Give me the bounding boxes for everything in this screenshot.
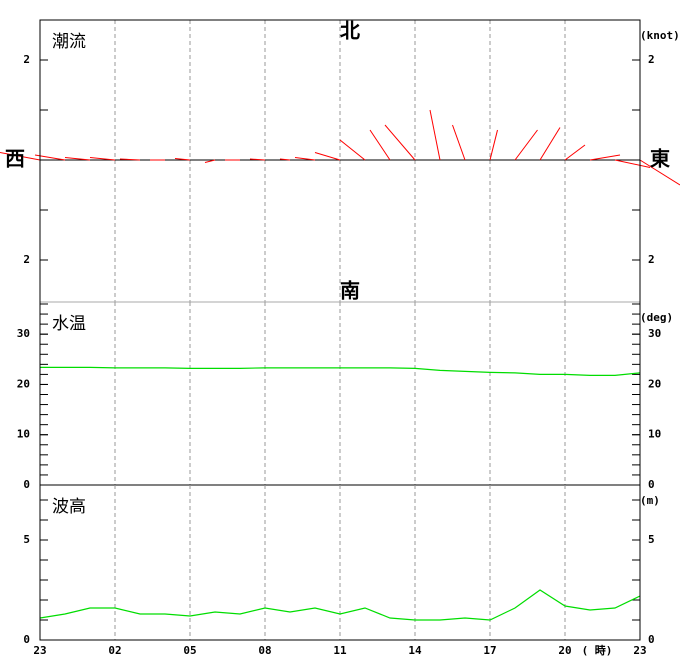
data-line [39, 589, 641, 621]
y-tick-label: 2 [23, 53, 30, 66]
current-vector [89, 157, 116, 161]
y-tick-label: 2 [648, 53, 655, 66]
current-vector [369, 129, 391, 161]
current-vector [452, 124, 466, 161]
unit-label: (deg) [640, 311, 673, 324]
panel-title: 潮流 [52, 32, 86, 52]
x-tick-label: 02 [108, 644, 121, 657]
x-tick-label: 20 [558, 644, 571, 657]
x-tick-label: 11 [333, 644, 347, 657]
panel-title: 波高 [52, 497, 86, 517]
y-tick-label: 2 [648, 253, 655, 266]
direction-east: 東 [650, 147, 670, 171]
current-vector [249, 158, 266, 161]
current-vector [64, 157, 91, 161]
unit-label: (m) [640, 494, 660, 507]
y-tick-label: 5 [648, 533, 655, 546]
direction-west: 西 [5, 147, 25, 171]
direction-south: 南 [340, 279, 360, 303]
current-vector [294, 157, 316, 161]
x-tick-label: 14 [408, 644, 422, 657]
y-tick-label: 0 [648, 633, 655, 646]
panel-title: 水温 [52, 314, 86, 334]
current-vector [339, 139, 366, 161]
x-tick-label: 23 [633, 644, 646, 657]
current-vector [429, 109, 441, 161]
current-vector [539, 127, 561, 161]
current-vector [384, 124, 416, 161]
unit-label: (knot) [640, 29, 680, 42]
y-tick-label: 5 [23, 533, 30, 546]
y-tick-label: 10 [17, 428, 30, 441]
x-unit: ( 時) [582, 643, 613, 657]
y-tick-label: 30 [17, 327, 30, 340]
current-vector [314, 152, 341, 161]
x-tick-label: 08 [258, 644, 271, 657]
current-vector [489, 129, 498, 161]
current-vector [0, 152, 41, 161]
y-tick-label: 0 [23, 478, 30, 491]
current-vector [279, 158, 291, 161]
current-vector [514, 129, 538, 161]
y-tick-label: 2 [23, 253, 30, 266]
current-vector [589, 154, 621, 161]
y-tick-label: 20 [648, 377, 661, 390]
data-line [40, 366, 641, 377]
direction-north: 北 [340, 19, 360, 43]
y-tick-label: 0 [23, 633, 30, 646]
plot-frame [39, 19, 641, 641]
x-tick-label: 05 [183, 644, 196, 657]
current-vector [174, 158, 191, 161]
current-vector [639, 159, 680, 186]
y-tick-label: 20 [17, 377, 30, 390]
x-tick-label: 17 [483, 644, 496, 657]
current-vector [204, 159, 216, 163]
x-tick-label: 23 [33, 644, 46, 657]
y-tick-label: 0 [648, 478, 655, 491]
current-vector [564, 144, 586, 161]
y-tick-label: 10 [648, 428, 661, 441]
current-vector [614, 159, 651, 168]
current-vector [119, 158, 141, 161]
y-tick-label: 30 [648, 327, 661, 340]
